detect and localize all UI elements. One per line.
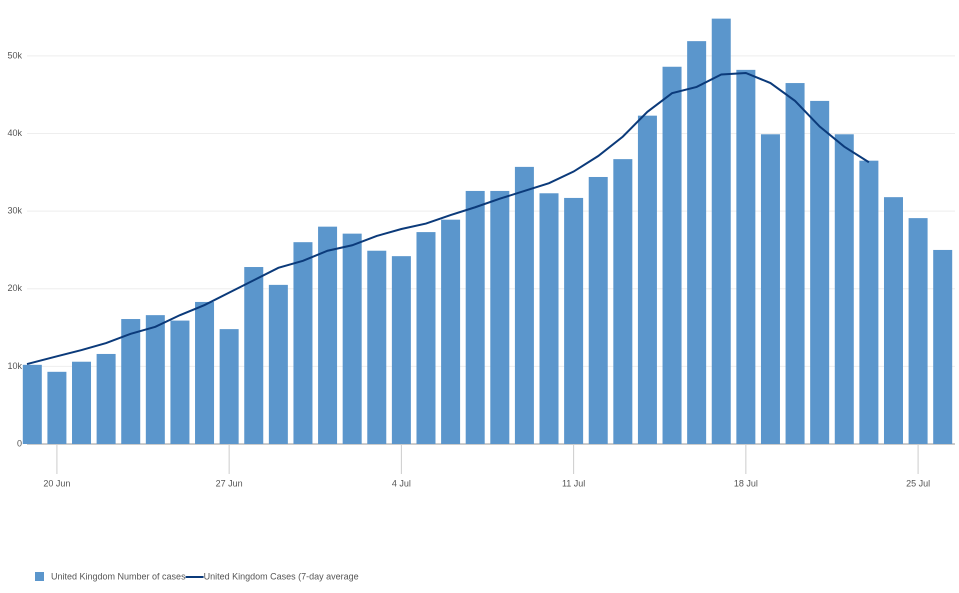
y-tick-label: 10k <box>7 361 22 371</box>
bar <box>244 267 264 444</box>
bar <box>391 256 411 444</box>
y-tick-label: 50k <box>7 50 22 60</box>
bar <box>293 242 313 444</box>
bar <box>933 249 953 444</box>
bar <box>22 364 42 444</box>
bar <box>367 250 387 444</box>
bar <box>342 233 362 444</box>
x-tick-label: 11 Jul <box>562 478 585 488</box>
bar <box>908 218 928 444</box>
bar <box>47 371 67 444</box>
y-tick-label: 30k <box>7 206 22 216</box>
bar <box>145 315 165 444</box>
bar <box>637 115 657 444</box>
bar <box>760 134 780 444</box>
bar <box>834 134 854 444</box>
bar <box>121 319 141 444</box>
x-tick-label: 4 Jul <box>392 478 411 488</box>
bar <box>785 83 805 445</box>
bar <box>711 18 731 445</box>
bar <box>859 160 879 444</box>
bar <box>96 353 116 444</box>
bar <box>662 66 682 444</box>
x-tick-label: 25 Jul <box>906 478 930 488</box>
bar <box>219 329 239 444</box>
bar <box>72 361 92 444</box>
x-tick-label: 20 Jun <box>43 478 70 488</box>
x-tick-label: 27 Jun <box>216 478 243 488</box>
x-tick-label: 18 Jul <box>734 478 758 488</box>
bar <box>490 190 510 444</box>
bar <box>416 232 436 444</box>
bar <box>736 69 756 444</box>
bar <box>465 190 485 444</box>
line <box>26 71 870 366</box>
y-tick-label: 40k <box>7 128 22 138</box>
bar <box>588 176 608 445</box>
bar <box>318 226 338 444</box>
bar <box>687 41 707 444</box>
legend-label: United Kingdom Number of cases <box>51 571 186 581</box>
bar <box>514 166 534 444</box>
bar <box>268 284 288 444</box>
bar <box>883 197 903 444</box>
y-tick-label: 20k <box>7 283 22 293</box>
y-tick-label: 0 <box>17 438 22 448</box>
bar <box>195 301 215 444</box>
bar <box>613 159 633 445</box>
legend-label: United Kingdom Cases (7-day average <box>204 571 359 581</box>
bar <box>441 219 461 444</box>
legend-swatch <box>35 572 44 581</box>
bar <box>539 193 559 444</box>
bar <box>564 197 584 444</box>
bar <box>170 320 190 444</box>
bar <box>810 100 830 444</box>
